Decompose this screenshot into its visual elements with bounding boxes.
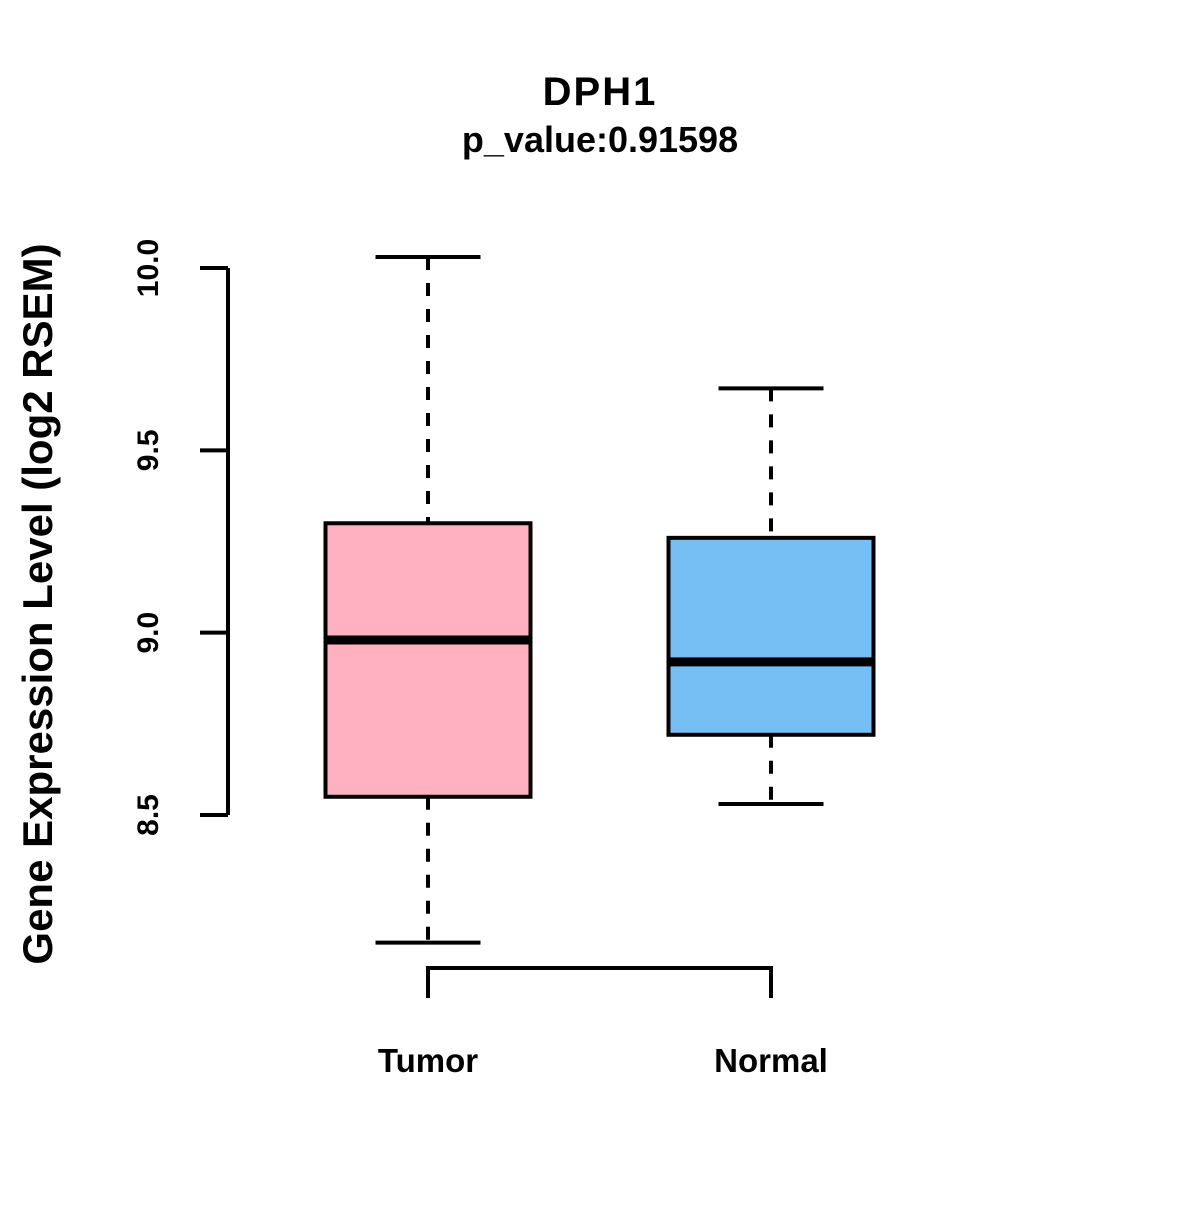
iqr-box [666,535,876,737]
x-category-labels: Tumor Normal [378,1042,828,1079]
boxplot-series [323,255,876,945]
boxplot-tumor [323,255,533,945]
y-axis-label: Gene Expression Level (log2 RSEM) [14,243,61,964]
chart-title: DPH1 [543,70,658,114]
y-axis: 8.5 9.0 9.5 10.0 [132,239,230,836]
chart-subtitle: p_value:0.91598 [462,119,738,160]
comparison-bracket [426,966,773,998]
bracket-path [426,966,773,998]
y-axis-tick-label: 9.5 [132,429,165,471]
y-axis-tick-label: 9.0 [132,612,165,654]
y-axis-tick-label: 8.5 [132,794,165,836]
boxplot-normal [666,386,876,807]
y-axis-tick-label: 10.0 [132,239,165,297]
category-label-normal: Normal [714,1042,828,1079]
category-label-tumor: Tumor [378,1042,478,1079]
iqr-box [323,521,533,799]
